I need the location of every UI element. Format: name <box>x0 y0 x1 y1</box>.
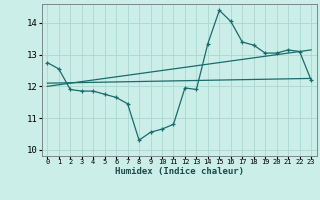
X-axis label: Humidex (Indice chaleur): Humidex (Indice chaleur) <box>115 167 244 176</box>
